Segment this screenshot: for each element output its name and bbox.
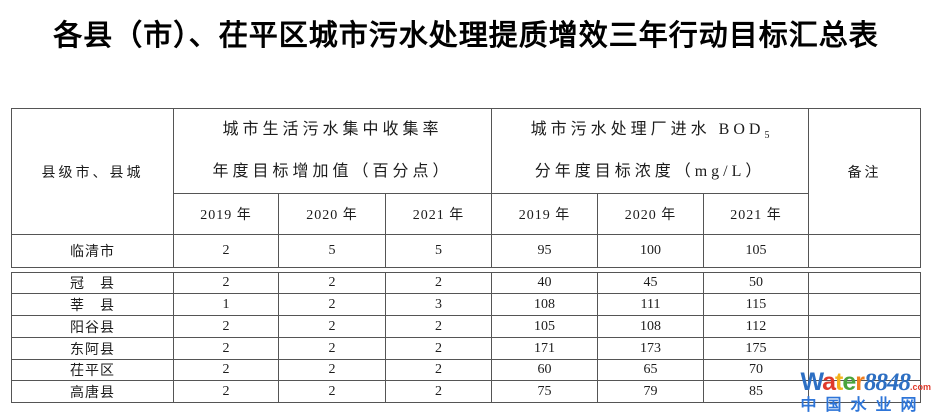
group1-header-line2: 年度目标增加值（百分点） bbox=[212, 163, 453, 180]
value-cell: 100 bbox=[597, 234, 705, 268]
value-cell: 173 bbox=[597, 337, 705, 360]
remark-cell bbox=[808, 337, 922, 360]
value-cell: 2 bbox=[173, 272, 279, 294]
value-cell: 105 bbox=[491, 315, 599, 338]
value-cell: 65 bbox=[597, 359, 705, 381]
year-header-g1-2020: 2020 年 bbox=[278, 193, 386, 235]
value-cell: 1 bbox=[173, 293, 279, 316]
value-cell: 2 bbox=[278, 359, 386, 381]
value-cell: 112 bbox=[703, 315, 810, 338]
row-label-cell: 莘 县 bbox=[11, 293, 174, 316]
value-cell: 2 bbox=[278, 380, 386, 403]
county-column-header: 县级市、县城 bbox=[11, 108, 174, 235]
value-cell: 2 bbox=[173, 337, 279, 360]
value-cell: 2 bbox=[173, 359, 279, 381]
value-cell: 2 bbox=[278, 293, 386, 316]
value-cell: 50 bbox=[703, 272, 810, 294]
value-cell: 2 bbox=[278, 315, 386, 338]
value-cell: 70 bbox=[703, 359, 810, 381]
value-cell: 95 bbox=[491, 234, 599, 268]
group2-header-line1: 城市污水处理厂进水 BOD5 bbox=[493, 110, 808, 152]
remark-cell bbox=[808, 315, 922, 338]
value-cell: 111 bbox=[597, 293, 705, 316]
table-row-gaotang: 高唐县 2 2 2 75 79 85 bbox=[11, 380, 922, 403]
group1-header-line1: 城市生活污水集中收集率 bbox=[222, 121, 443, 138]
value-cell: 75 bbox=[491, 380, 599, 403]
value-cell: 79 bbox=[597, 380, 705, 403]
year-header-g2-2020: 2020 年 bbox=[597, 193, 705, 235]
value-cell: 108 bbox=[597, 315, 705, 338]
value-cell: 2 bbox=[173, 380, 279, 403]
table-row-linqing: 临清市 2 5 5 95 100 105 bbox=[11, 234, 922, 268]
value-cell: 115 bbox=[703, 293, 810, 316]
row-label-cell: 东阿县 bbox=[11, 337, 174, 360]
table-row-guanxian: 冠 县 2 2 2 40 45 50 bbox=[11, 272, 922, 294]
remark-cell bbox=[808, 272, 922, 294]
water8848-logo: Water8848.com bbox=[800, 368, 931, 396]
remark-cell bbox=[808, 380, 922, 403]
logo-letter-w: W bbox=[800, 368, 823, 396]
logo-letter-a: a bbox=[822, 368, 836, 396]
year-header-g2-2019: 2019 年 bbox=[491, 193, 599, 235]
year-header-g1-2021: 2021 年 bbox=[384, 193, 493, 235]
value-cell: 108 bbox=[491, 293, 599, 316]
value-cell: 2 bbox=[173, 234, 279, 268]
value-cell: 2 bbox=[384, 359, 493, 381]
water8848-watermark: Water8848.com 中国水业网 bbox=[800, 370, 931, 414]
group1-header: 城市生活污水集中收集率 年度目标增加值（百分点） bbox=[172, 108, 493, 194]
logo-number: 8848 bbox=[863, 369, 911, 396]
table-row-donge: 东阿县 2 2 2 171 173 175 bbox=[11, 337, 922, 360]
value-cell: 40 bbox=[491, 272, 599, 294]
watermark-chinese-name: 中国水业网 bbox=[800, 397, 926, 414]
remark-column-header: 备注 bbox=[808, 108, 922, 235]
group2-header: 城市污水处理厂进水 BOD5 分年度目标浓度（mg/L） bbox=[491, 108, 810, 194]
value-cell: 2 bbox=[278, 272, 386, 294]
value-cell: 2 bbox=[384, 337, 493, 360]
header-row-years: 2019 年 2020 年 2021 年 2019 年 2020 年 2021 … bbox=[12, 193, 921, 235]
row-label-cell: 冠 县 bbox=[11, 272, 174, 294]
group2-header-text: 城市污水处理厂进水 BOD bbox=[530, 121, 765, 138]
table-row-chiping: 茌平区 2 2 2 60 65 70 bbox=[11, 359, 922, 381]
value-cell: 2 bbox=[384, 315, 493, 338]
remark-cell bbox=[808, 234, 922, 268]
year-header-g2-2021: 2021 年 bbox=[703, 193, 810, 235]
logo-letter-r: r bbox=[855, 368, 865, 396]
value-cell: 5 bbox=[278, 234, 386, 268]
value-cell: 85 bbox=[703, 380, 810, 403]
row-label-cell: 阳谷县 bbox=[11, 315, 174, 338]
value-cell: 2 bbox=[384, 380, 493, 403]
row-label-cell: 茌平区 bbox=[11, 359, 174, 381]
value-cell: 2 bbox=[278, 337, 386, 360]
logo-letter-t: t bbox=[835, 368, 843, 396]
value-cell: 175 bbox=[703, 337, 810, 360]
table-row-shenxian: 莘 县 1 2 3 108 111 115 bbox=[11, 293, 922, 316]
value-cell: 171 bbox=[491, 337, 599, 360]
value-cell: 105 bbox=[703, 234, 810, 268]
group2-header-line2: 分年度目标浓度（mg/L） bbox=[534, 163, 766, 180]
value-cell: 45 bbox=[597, 272, 705, 294]
remark-cell bbox=[808, 293, 922, 316]
row-label-cell: 临清市 bbox=[11, 234, 174, 268]
targets-summary-table: 县级市、县城 城市生活污水集中收集率 年度目标增加值（百分点） 城市污水处理厂进… bbox=[11, 108, 922, 403]
value-cell: 2 bbox=[173, 315, 279, 338]
year-header-g1-2019: 2019 年 bbox=[173, 193, 279, 235]
value-cell: 60 bbox=[491, 359, 599, 381]
table-row-yanggu: 阳谷县 2 2 2 105 108 112 bbox=[11, 315, 922, 338]
value-cell: 2 bbox=[384, 272, 493, 294]
page-title: 各县（市）、茌平区城市污水处理提质增效三年行动目标汇总表 bbox=[53, 20, 879, 52]
value-cell: 3 bbox=[384, 293, 493, 316]
row-label-cell: 高唐县 bbox=[11, 380, 174, 403]
value-cell: 5 bbox=[384, 234, 493, 268]
header-row-groups: 县级市、县城 城市生活污水集中收集率 年度目标增加值（百分点） 城市污水处理厂进… bbox=[11, 108, 922, 235]
logo-domain-suffix: .com bbox=[909, 382, 931, 392]
logo-letter-e: e bbox=[842, 368, 856, 396]
bod5-subscript: 5 bbox=[764, 130, 770, 142]
